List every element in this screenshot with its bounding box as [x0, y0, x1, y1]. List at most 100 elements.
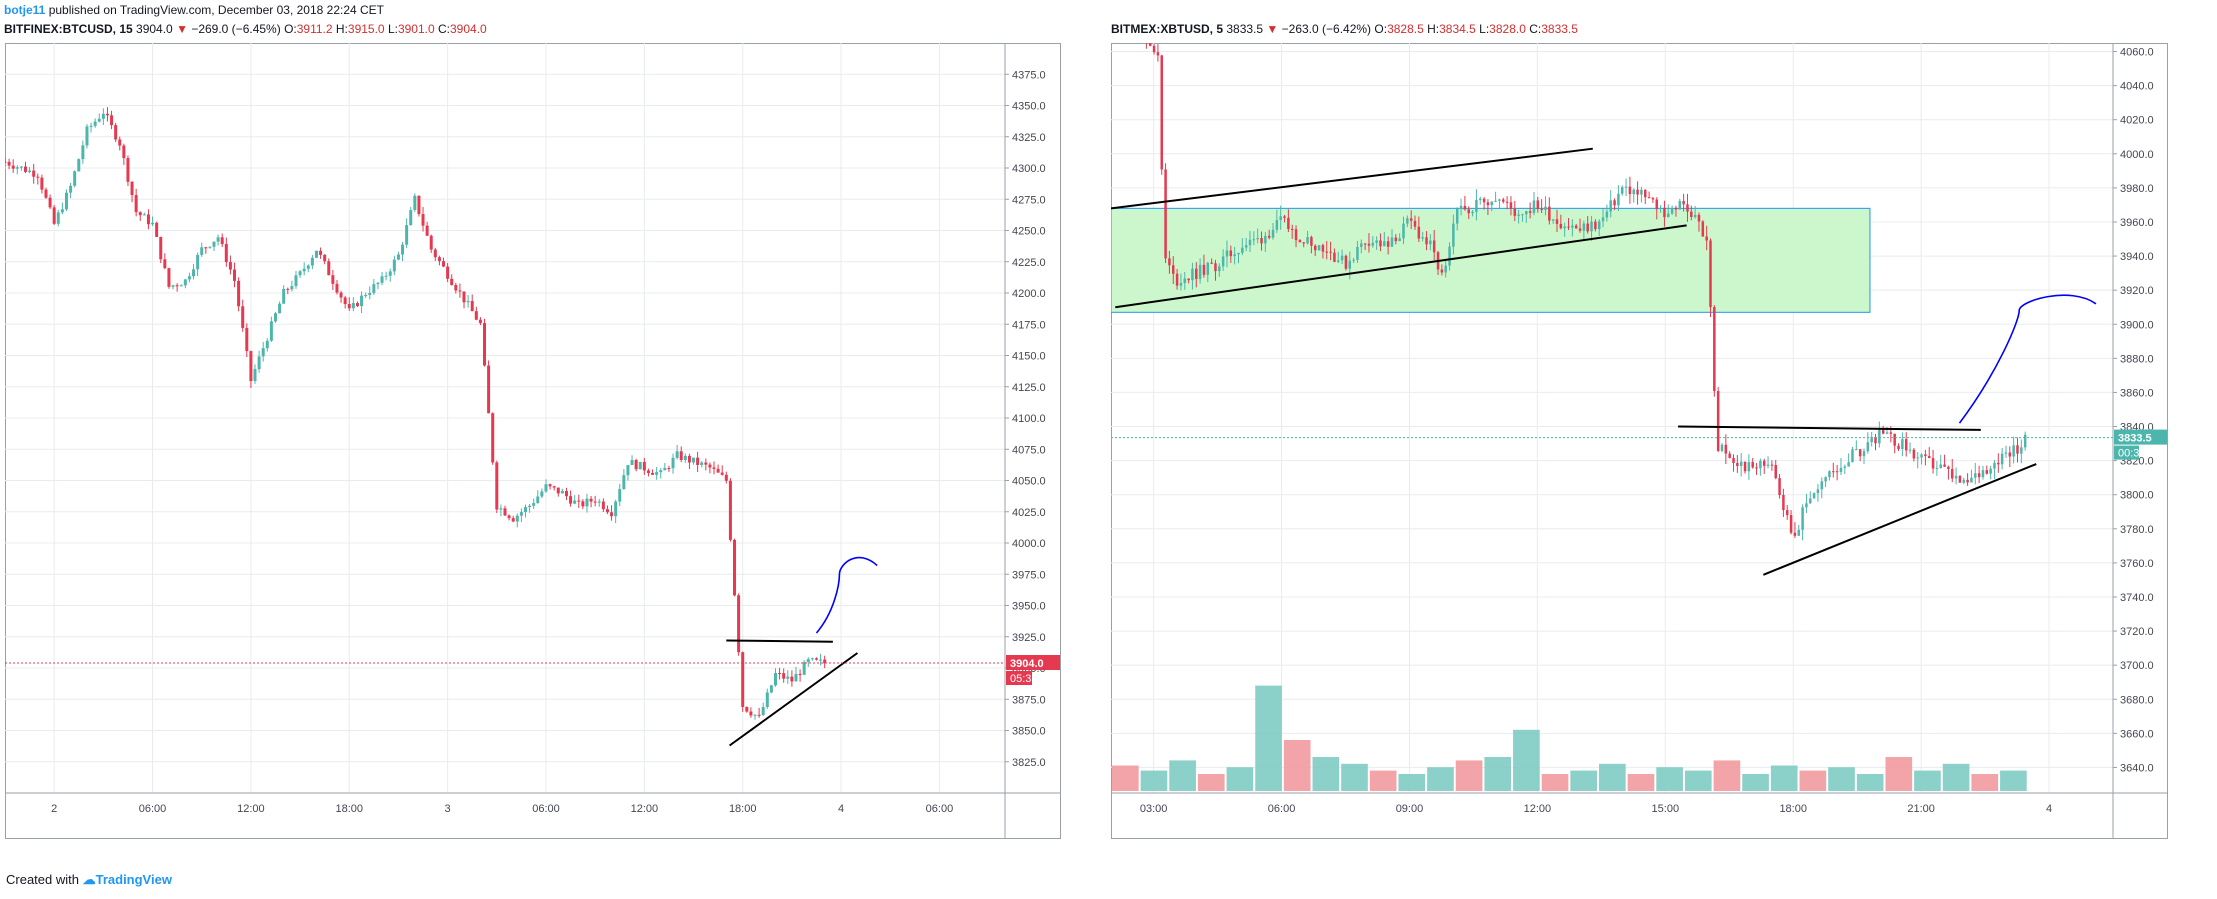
- c0-candle-body: [638, 461, 642, 470]
- c1-candle-body: [1686, 204, 1689, 212]
- c1-candle-body: [1267, 235, 1271, 238]
- c1-price-tick-label: 3860.0: [2120, 387, 2154, 399]
- c0-price-tick-label: 3875.0: [1012, 694, 1046, 706]
- c0-candle-body: [544, 484, 548, 492]
- c0-candle-body: [28, 170, 32, 172]
- c1-candle-body: [1770, 464, 1774, 466]
- c1-candle-body: [1463, 205, 1467, 210]
- c1-time-tick-label: 12:00: [1524, 803, 1552, 815]
- c1-price-tick-label: 3700.0: [2120, 660, 2154, 672]
- c1-candle-body: [1590, 221, 1593, 232]
- c1-candle-body: [1644, 189, 1647, 198]
- c0-candle-body: [351, 303, 355, 309]
- c0-candle-body: [179, 285, 183, 287]
- c1-candle-body: [1490, 201, 1494, 206]
- c0-candle-body: [720, 472, 724, 475]
- c1-candle-body: [1206, 262, 1210, 275]
- c0-price-label-bg: [1006, 655, 1060, 670]
- c0-candle-body: [323, 254, 327, 262]
- c0-price-tick-label: 4125.0: [1012, 382, 1046, 394]
- c0-candle-body: [491, 413, 495, 463]
- c1-volume-bar: [1513, 729, 1540, 791]
- c1-candle-body: [1571, 225, 1574, 228]
- c1-candle-body: [1947, 466, 1950, 470]
- c1-candle-body: [1302, 242, 1305, 244]
- c1-candle-body: [1893, 433, 1896, 446]
- c1-volume-bar: [1799, 770, 1827, 791]
- c1-candle-body: [1256, 238, 1259, 240]
- c1-candle-body: [1459, 205, 1463, 209]
- c1-candle-body: [1751, 462, 1754, 468]
- c1-time-tick-label: 03:00: [1140, 803, 1168, 815]
- c1-candle-body: [1724, 444, 1728, 454]
- c0-projection-curve: [815, 556, 878, 634]
- c0-candle-body: [77, 159, 81, 172]
- c1-resistance-line: [1678, 425, 1981, 431]
- c1-candle-body: [1878, 429, 1881, 444]
- c0-candle-body: [540, 491, 544, 497]
- c1-candle-body: [1191, 268, 1194, 281]
- c1-candle-body: [1766, 464, 1770, 466]
- c0-candle-body: [745, 706, 749, 712]
- tradingview-logo-icon[interactable]: ☁: [82, 872, 96, 887]
- c0-candle-body: [814, 658, 818, 660]
- c1-candle-body: [1985, 470, 1989, 474]
- c1-candle-body: [1939, 464, 1942, 468]
- c1-price-tick-label: 3940.0: [2120, 251, 2154, 263]
- c1-candle-body: [1313, 245, 1317, 251]
- c0-candle-body: [413, 195, 417, 211]
- c0-candle-body: [470, 301, 474, 312]
- c1-candle-body: [1663, 207, 1666, 218]
- c1-candle-body: [2008, 452, 2012, 457]
- c1-candle-body: [2004, 452, 2008, 454]
- c1-candle-body: [1367, 243, 1371, 246]
- c1-candle-body: [1187, 278, 1190, 281]
- c0-time-tick-label: 06:00: [532, 803, 560, 815]
- c1-candle-body: [1617, 193, 1620, 206]
- c0-candle-body: [290, 286, 294, 290]
- tradingview-logo-text[interactable]: TradingView: [95, 872, 172, 887]
- c0-candle-body: [343, 297, 347, 305]
- c1-candle-body: [1202, 264, 1206, 275]
- c0-frame: [5, 43, 1061, 839]
- c1-candle-body: [1843, 466, 1847, 468]
- c1-candle-body: [1333, 252, 1336, 262]
- c0-candle-body: [560, 490, 564, 494]
- right-high-label: H:: [1427, 22, 1440, 36]
- c0-candle-body: [163, 259, 167, 269]
- c0-price-tick-label: 3925.0: [1012, 632, 1046, 644]
- c1-candle-body: [1793, 532, 1797, 536]
- c0-candle-body: [364, 295, 368, 297]
- c0-candle-body: [396, 254, 400, 260]
- c1-price-tick-label: 4060.0: [2120, 47, 2154, 59]
- c0-candle-body: [19, 166, 23, 168]
- c0-price-tick-label: 4000.0: [1012, 538, 1046, 550]
- c0-price-tick-label: 4275.0: [1012, 194, 1046, 206]
- right-chart[interactable]: 4060.0 4040.0 4020.0 4000.0 3980.0 3960.0 3940…: [1111, 43, 2168, 839]
- left-chart[interactable]: 4375.0 4350.0 4325.0 4300.0 4275.0 4250.0 4225…: [5, 43, 1061, 839]
- c0-candle-body: [331, 275, 335, 284]
- c1-candle-body: [1705, 236, 1708, 241]
- c1-candle-body: [1398, 238, 1401, 242]
- c0-candle-body: [187, 276, 191, 280]
- c0-candle-body: [401, 244, 405, 255]
- c0-candle-body: [773, 673, 777, 686]
- c0-price-tick-label: 4200.0: [1012, 288, 1046, 300]
- c1-volume-bar: [1312, 757, 1340, 791]
- c1-candle-body: [1762, 460, 1766, 466]
- publisher-name[interactable]: botje11: [4, 3, 46, 17]
- c1-candle-body: [1628, 186, 1632, 195]
- c0-candle-body: [610, 512, 614, 517]
- c1-candle-body: [1536, 200, 1540, 210]
- right-open-label: O:: [1374, 22, 1388, 36]
- c1-volume-bar: [1541, 774, 1569, 791]
- c1-candle-body: [1697, 214, 1701, 222]
- c1-candle-body: [1409, 218, 1413, 221]
- c0-candle-body: [769, 685, 773, 693]
- c0-candle-body: [630, 459, 634, 466]
- c1-candle-body: [1693, 214, 1697, 217]
- c1-candle-body: [1993, 462, 1996, 469]
- c1-candle-body: [1640, 189, 1643, 195]
- c1-candle-body: [1920, 454, 1923, 458]
- c0-candle-body: [360, 295, 364, 307]
